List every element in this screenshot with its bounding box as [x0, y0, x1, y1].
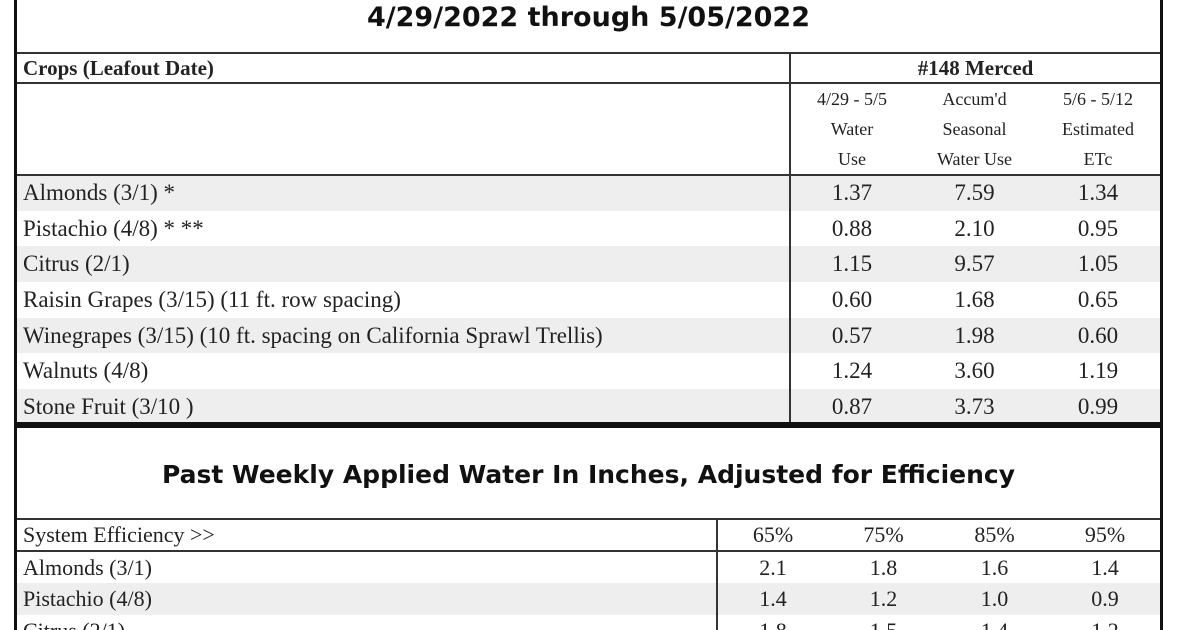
header-row: Crops (Leafout Date) #148 Merced — [17, 52, 1161, 84]
data-row: Winegrapes (3/15) (10 ft. spacing on Cal… — [17, 317, 1161, 354]
subheader-row: 4/29 - 5/5 Water Use Accum'd Seasonal Water U… — [17, 83, 1161, 175]
header-cell: 75% — [828, 518, 939, 552]
crop-cell: Pistachio (4/8) — [17, 583, 717, 615]
data-row: Walnuts (4/8) 1.24 3.60 1.19 — [17, 353, 1160, 390]
value-cell: 2.1 — [716, 551, 828, 583]
value-cell: 1.15 — [789, 246, 913, 283]
value-cell: 7.59 — [913, 175, 1036, 211]
value-cell: 0.60 — [1036, 317, 1161, 354]
value-cell: 9.57 — [913, 246, 1036, 283]
table-applied: System Efficiency >> 65% 75% 85% 95% Almonds … — [17, 518, 1160, 630]
value-cell: 0.57 — [789, 317, 913, 354]
subheader-line: Water — [830, 119, 874, 139]
data-row: Almonds (3/1) 2.1 1.8 1.6 1.4 — [17, 551, 1160, 583]
subheader-line: Accum'd — [942, 89, 1007, 109]
value-cell: 0.60 — [789, 282, 913, 318]
header-cell: 95% — [1050, 518, 1160, 552]
subheader-line: Use — [838, 149, 866, 169]
data-row: Stone Fruit (3/10 ) 0.87 3.73 0.99 — [17, 389, 1161, 425]
value-cell: 1.4 — [939, 615, 1050, 630]
subheader-line: ETc — [1083, 149, 1113, 169]
header-cell: 85% — [939, 518, 1050, 552]
subheader-cell: 4/29 - 5/5 Water Use — [789, 83, 913, 175]
subheader-cell: Accum'd Seasonal Water Use — [913, 83, 1036, 175]
border-right — [1160, 0, 1163, 630]
header-row: System Efficiency >> 65% 75% 85% 95% — [17, 518, 1160, 552]
value-cell: 1.0 — [939, 583, 1050, 615]
value-cell: 1.4 — [1091, 554, 1119, 580]
crop-cell: Walnuts (4/8) — [23, 358, 149, 384]
value-cell: 1.8 — [716, 615, 828, 630]
subheader-line: Water Use — [936, 149, 1012, 169]
value-cell: 1.2 — [828, 583, 939, 615]
crop-cell: Pistachio (4/8) * ** — [23, 215, 204, 241]
value-cell: 1.19 — [1077, 358, 1119, 384]
header-cell: #148 Merced — [788, 52, 1161, 84]
value-cell: 2.10 — [954, 215, 995, 241]
subheader-cell: 5/6 - 5/12 Estimated ETc — [1036, 83, 1160, 175]
crop-cell: Stone Fruit (3/10 ) — [17, 389, 790, 425]
value-cell: 1.34 — [1036, 175, 1161, 211]
divider — [17, 422, 1160, 428]
value-cell: 0.87 — [789, 389, 913, 425]
crop-cell: Raisin Grapes (3/15) (11 ft. row spacing… — [23, 286, 401, 312]
data-row: Raisin Grapes (3/15) (11 ft. row spacing… — [17, 282, 1160, 318]
data-row: Almonds (3/1) * 1.37 7.59 1.34 — [17, 175, 1161, 211]
subheader-line: 5/6 - 5/12 — [1063, 89, 1134, 109]
data-row: Pistachio (4/8) 1.4 1.2 1.0 0.9 — [17, 583, 1160, 615]
value-cell: 3.73 — [913, 389, 1036, 425]
crop-cell: Almonds (3/1) — [23, 554, 152, 580]
value-cell: 1.2 — [1050, 615, 1160, 630]
value-cell: 1.05 — [1036, 246, 1161, 283]
crop-cell: Citrus (2/1) — [17, 615, 717, 630]
value-cell: 0.9 — [1050, 583, 1160, 615]
value-cell: 1.37 — [789, 175, 913, 211]
value-cell: 1.6 — [980, 554, 1009, 580]
data-row: Pistachio (4/8) * ** 0.88 2.10 0.95 — [17, 210, 1160, 247]
subheader-line: Seasonal — [942, 119, 1007, 139]
crop-cell: Citrus (2/1) — [17, 246, 790, 283]
crop-cell: Winegrapes (3/15) (10 ft. spacing on Cal… — [17, 317, 790, 354]
value-cell: 0.99 — [1036, 389, 1161, 425]
crop-cell: Almonds (3/1) * — [17, 175, 790, 211]
data-row: Citrus (2/1) 1.15 9.57 1.05 — [17, 246, 1161, 283]
title-2: Past Weekly Applied Water In Inches, Adj… — [161, 460, 1016, 489]
value-cell: 0.88 — [789, 210, 913, 247]
title: 4/29/2022 through 5/05/2022 — [366, 2, 811, 33]
value-cell: 0.95 — [1077, 215, 1119, 241]
value-cell: 1.98 — [913, 317, 1036, 354]
header-cell: 65% — [716, 518, 828, 552]
value-cell: 1.4 — [716, 583, 828, 615]
blank-cell — [17, 83, 790, 175]
subheader-line: 4/29 - 5/5 — [817, 89, 887, 109]
value-cell: 1.5 — [828, 615, 939, 630]
value-cell: 0.65 — [1077, 286, 1119, 312]
value-cell: 1.8 — [869, 554, 898, 580]
value-cell: 1.24 — [789, 353, 913, 390]
value-cell: 1.68 — [954, 286, 995, 312]
header-cell: System Efficiency >> — [17, 518, 717, 552]
data-row: Citrus (2/1)1.81.51.41.2 — [17, 615, 1160, 630]
border-left — [14, 0, 17, 630]
header-cell: Crops (Leafout Date) — [17, 52, 790, 84]
table-et: Crops (Leafout Date) #148 Merced 4/29 - 5/… — [17, 52, 1161, 425]
value-cell: 3.60 — [954, 358, 995, 384]
subheader-line: Estimated — [1062, 119, 1134, 139]
